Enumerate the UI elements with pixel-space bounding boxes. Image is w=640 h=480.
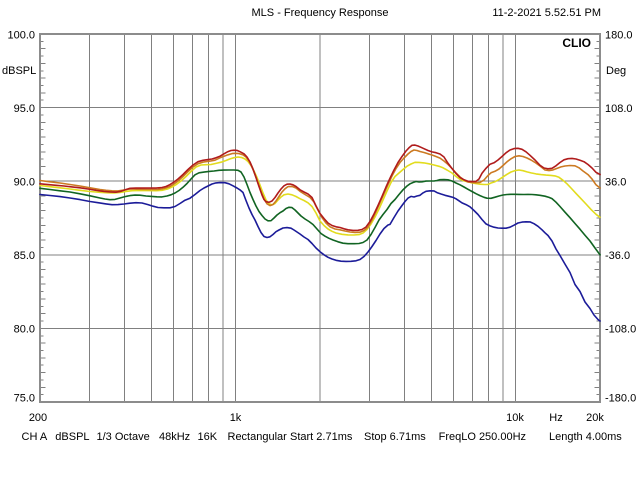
svg-text:85.0: 85.0 <box>14 250 35 262</box>
svg-text:MLS - Frequency Response: MLS - Frequency Response <box>252 7 389 19</box>
svg-text:Deg: Deg <box>606 65 626 77</box>
svg-text:10k: 10k <box>506 412 524 424</box>
svg-text:180.0: 180.0 <box>605 29 633 41</box>
svg-text:100.0: 100.0 <box>7 29 35 41</box>
svg-text:CLIO: CLIO <box>562 36 591 50</box>
svg-text:Rectangular: Rectangular <box>228 431 288 443</box>
svg-text:36.0: 36.0 <box>605 177 626 189</box>
svg-text:-108.0: -108.0 <box>605 324 636 336</box>
svg-text:200: 200 <box>29 412 47 424</box>
svg-text:95.0: 95.0 <box>14 103 35 115</box>
svg-text:-180.0: -180.0 <box>605 392 636 404</box>
svg-text:Hz: Hz <box>549 412 562 424</box>
svg-text:16K: 16K <box>198 431 218 443</box>
svg-text:CH A: CH A <box>22 431 48 443</box>
svg-text:75.0: 75.0 <box>14 392 35 404</box>
svg-text:11-2-2021 5.52.51 PM: 11-2-2021 5.52.51 PM <box>492 7 601 19</box>
svg-text:90.0: 90.0 <box>14 177 35 189</box>
svg-text:20k: 20k <box>586 412 604 424</box>
svg-text:108.0: 108.0 <box>605 103 633 115</box>
svg-text:Stop 6.71ms: Stop 6.71ms <box>364 431 426 443</box>
svg-text:-36.0: -36.0 <box>605 250 630 262</box>
svg-text:Length 4.00ms: Length 4.00ms <box>549 431 622 443</box>
svg-text:dBSPL: dBSPL <box>2 65 36 77</box>
svg-text:Start 2.71ms: Start 2.71ms <box>290 431 353 443</box>
svg-text:1k: 1k <box>230 412 242 424</box>
svg-text:80.0: 80.0 <box>14 324 35 336</box>
svg-text:48kHz: 48kHz <box>159 431 190 443</box>
svg-text:FreqLO 250.00Hz: FreqLO 250.00Hz <box>439 431 526 443</box>
svg-text:1/3 Octave: 1/3 Octave <box>97 431 150 443</box>
svg-text:dBSPL: dBSPL <box>55 431 89 443</box>
